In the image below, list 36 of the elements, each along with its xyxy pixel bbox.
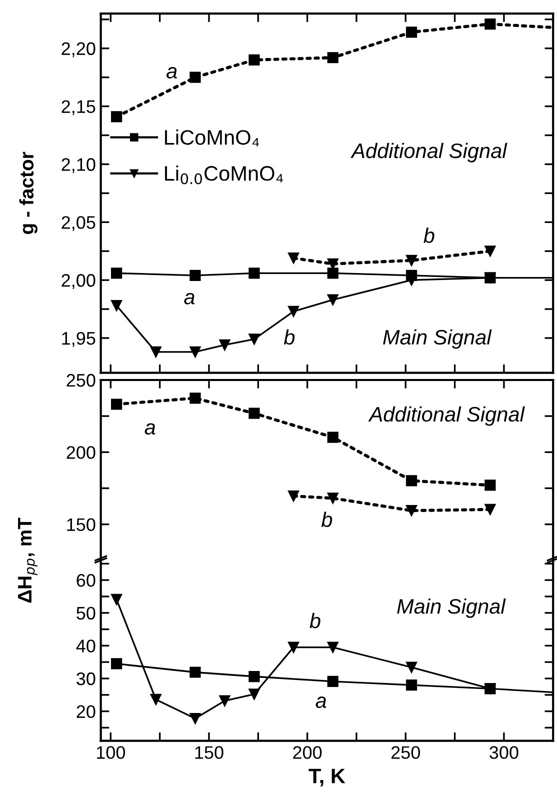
annotation: b bbox=[284, 329, 295, 345]
x-tick-label: 100 bbox=[96, 746, 126, 759]
y-tick-label: 40 bbox=[76, 640, 96, 652]
annotation: Additional Signal bbox=[350, 142, 508, 162]
y-tick-label: 2,15 bbox=[62, 100, 96, 116]
annotation: Main Signal bbox=[383, 329, 492, 349]
y-axis-title: g - factor bbox=[19, 152, 38, 234]
y-tick-label: 250 bbox=[66, 374, 96, 387]
annotation: b bbox=[321, 512, 332, 528]
x-tick-label: 300 bbox=[490, 746, 518, 759]
annotation: b bbox=[310, 612, 320, 628]
y-tick-label: 50 bbox=[76, 606, 96, 620]
legend-label: Li$_{0.0}$CoMnO₄ bbox=[165, 166, 283, 184]
y-tick-label: 2,10 bbox=[62, 158, 96, 174]
y-tick-label: 30 bbox=[76, 672, 96, 686]
legend-label: LiCoMnO₄ bbox=[165, 130, 260, 146]
annotation: a bbox=[144, 423, 156, 435]
x-tick-label: 200 bbox=[293, 746, 322, 759]
annotation: a bbox=[184, 292, 195, 304]
annotation: b bbox=[424, 228, 434, 243]
annotation: a bbox=[316, 696, 326, 708]
y-tick-label: 20 bbox=[76, 705, 96, 718]
x-tick-label: 150 bbox=[195, 746, 224, 759]
annotation: a bbox=[166, 67, 177, 78]
y-axis-title: ΔH$_{pp}$, mT bbox=[18, 518, 38, 603]
y-tick-label: 200 bbox=[66, 446, 96, 459]
x-axis-title: T, K bbox=[308, 768, 346, 786]
y-tick-label: 60 bbox=[76, 574, 96, 587]
y-tick-label: 1,95 bbox=[62, 332, 96, 347]
x-tick-label: 250 bbox=[391, 746, 420, 759]
annotation: Additional Signal bbox=[368, 406, 525, 426]
y-tick-label: 2,20 bbox=[62, 42, 96, 58]
y-tick-label: 2,00 bbox=[62, 274, 96, 289]
y-tick-label: 150 bbox=[67, 518, 96, 532]
annotation: Main Signal bbox=[397, 598, 506, 618]
y-tick-label: 2,05 bbox=[62, 216, 96, 232]
